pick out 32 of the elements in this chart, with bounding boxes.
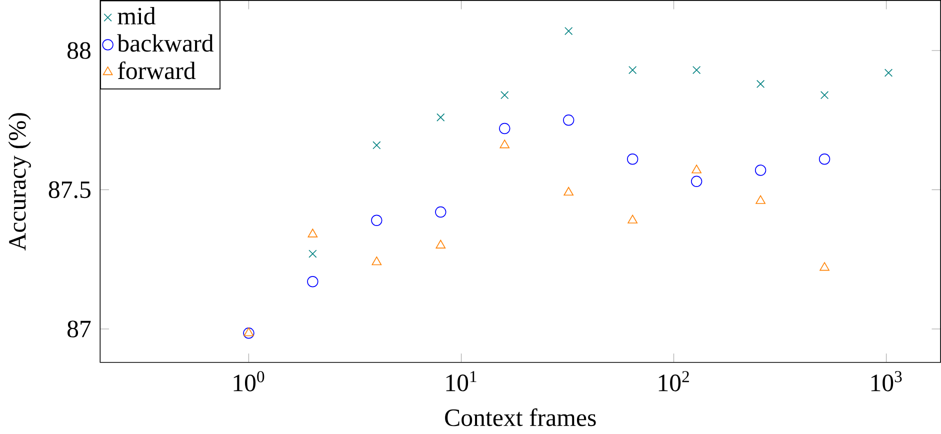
x-tick-label: 10$^{0}$ — [234, 370, 264, 392]
y-tick-label: 87.5 — [48, 181, 90, 198]
point — [308, 228, 318, 238]
y-tick-label: 87 — [68, 320, 91, 338]
point — [244, 327, 254, 336]
point — [564, 186, 574, 196]
legend-label: backward — [117, 34, 214, 52]
point — [628, 214, 638, 224]
point — [435, 206, 446, 218]
point — [307, 276, 318, 288]
point — [756, 195, 766, 204]
point — [372, 256, 382, 265]
point — [499, 122, 510, 134]
x-tick-label: 10$^{1}$ — [446, 370, 476, 392]
point — [818, 153, 830, 165]
y-axis-title: Accuracy (%) — [8, 112, 31, 250]
point — [243, 327, 254, 339]
legend-label: mid — [118, 6, 156, 24]
point — [436, 240, 446, 248]
point — [371, 214, 382, 226]
point — [563, 114, 574, 126]
y-tick-label: 88 — [68, 42, 90, 59]
point — [820, 262, 830, 271]
point — [500, 139, 510, 148]
legend-label: forward — [118, 61, 196, 79]
point — [690, 176, 702, 187]
x-tick-label: 10$^{2}$ — [658, 370, 689, 392]
x-tick-label: 10$^{3}$ — [871, 370, 902, 392]
point — [754, 164, 766, 176]
point — [692, 164, 702, 174]
point — [626, 153, 638, 165]
x-axis-title: Context frames — [445, 408, 596, 426]
